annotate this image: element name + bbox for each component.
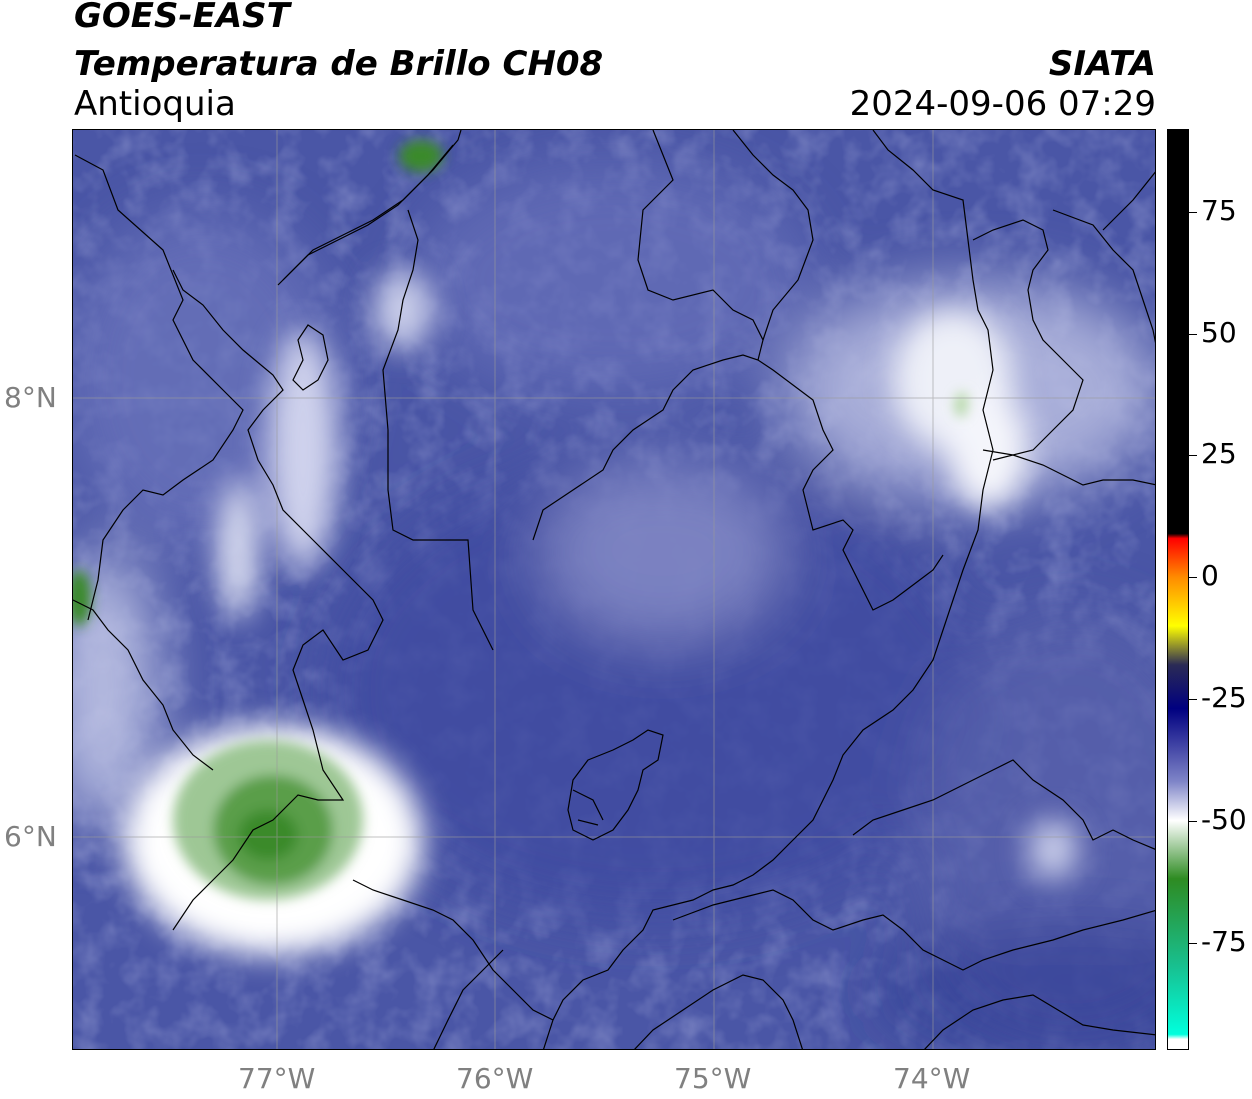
- colorbar-tick-label: -50: [1201, 803, 1247, 836]
- colorbar-tick-label: -25: [1201, 681, 1247, 714]
- product-title: Temperatura de Brillo CH08: [74, 44, 604, 84]
- colorbar-tick: [1189, 699, 1197, 700]
- colorbar-tick: [1189, 821, 1197, 822]
- colorbar: [1167, 129, 1189, 1050]
- lat-label-8n: 8°N: [4, 381, 57, 414]
- colorbar-tick: [1189, 943, 1197, 944]
- satellite-title: GOES-EAST: [74, 0, 290, 36]
- lon-label-77w: 77°W: [238, 1062, 316, 1095]
- lon-label-74w: 74°W: [893, 1062, 971, 1095]
- lon-label-76w: 76°W: [456, 1062, 534, 1095]
- colorbar-tick: [1189, 212, 1197, 213]
- colorbar-tick: [1189, 334, 1197, 335]
- organization-label: SIATA: [1048, 44, 1156, 84]
- colorbar-tick: [1189, 577, 1197, 578]
- timestamp-label: 2024-09-06 07:29: [849, 84, 1156, 124]
- lat-label-6n: 6°N: [4, 820, 57, 853]
- region-title: Antioquia: [74, 84, 236, 124]
- colorbar-tick-label: 0: [1201, 559, 1219, 592]
- colorbar-tick: [1189, 455, 1197, 456]
- lon-label-75w: 75°W: [674, 1062, 752, 1095]
- map-image: [73, 130, 1155, 1049]
- colorbar-tick-label: 75: [1201, 194, 1237, 227]
- satellite-map[interactable]: [72, 129, 1156, 1050]
- colorbar-tick-label: -75: [1201, 925, 1247, 958]
- colorbar-tick-label: 25: [1201, 437, 1237, 470]
- colorbar-tick-label: 50: [1201, 316, 1237, 349]
